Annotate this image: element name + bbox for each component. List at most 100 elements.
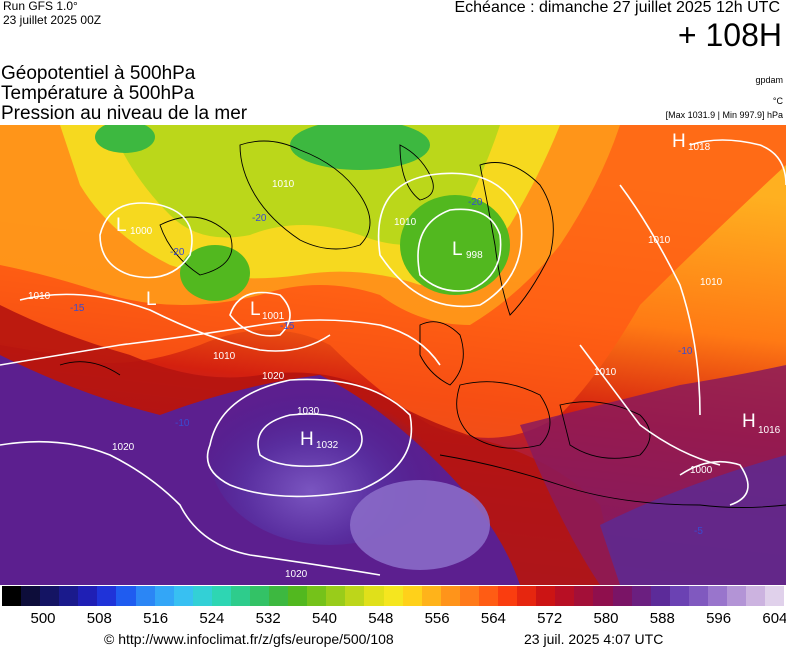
colorbar-swatch <box>574 586 594 606</box>
high-center: H <box>742 411 756 432</box>
colorbar-swatch <box>631 586 651 606</box>
colorbar-swatch <box>688 586 708 606</box>
low-center-value: 1001 <box>262 311 285 322</box>
unit-celsius: °C <box>772 96 783 106</box>
low-center-value: 998 <box>466 250 483 261</box>
isobars <box>0 139 786 576</box>
colorbar-tick-label: 556 <box>424 610 450 627</box>
colorbar-tick-label: 604 <box>762 610 786 627</box>
temperature-label: -10 <box>175 418 190 429</box>
isobar-label: 1000 <box>690 465 713 476</box>
colorbar-swatch <box>59 586 79 606</box>
isobar-label: 1010 <box>594 367 617 378</box>
colorbar-swatch <box>269 586 289 606</box>
run-label: Run GFS 1.0° <box>3 0 78 13</box>
colorbar-swatch <box>593 586 613 606</box>
colorbar-tick-label: 580 <box>593 610 619 627</box>
isobar-label: 1020 <box>285 569 308 580</box>
isobar-label: 1010 <box>648 235 671 246</box>
colorbar-swatch <box>536 586 556 606</box>
colorbar-swatch <box>288 586 308 606</box>
isobar-label: 1020 <box>262 371 285 382</box>
run-date: 23 juillet 2025 00Z <box>3 13 102 27</box>
colorbar-tick-label: 588 <box>649 610 675 627</box>
low-center-value: 1000 <box>130 226 153 237</box>
isobar-label: 1010 <box>700 277 723 288</box>
footer-credit: © http://www.infoclimat.fr/z/gfs/europe/… <box>104 631 394 647</box>
colorbar-swatch <box>402 586 422 606</box>
low-center: L <box>250 299 261 320</box>
colorbar-swatch <box>97 586 117 606</box>
weather-map: H 1032 H 1018 H 1016 L 1000 L 1001 L 998… <box>0 125 786 585</box>
isobar-label: 1010 <box>394 217 417 228</box>
colorbar-swatch <box>707 586 727 606</box>
colorbar-swatch <box>383 586 403 606</box>
temperature-label: -20 <box>468 197 483 208</box>
colorbar-swatch <box>726 586 747 606</box>
colorbar-swatch <box>78 586 98 606</box>
colorbar-swatch <box>517 586 537 606</box>
colorbar-labels: 500 508 516 524 532 540 548 556 564 572 580 588 596 6… <box>0 610 786 628</box>
colorbar-tick-label: 548 <box>368 610 394 627</box>
colorbar-swatch <box>746 586 766 606</box>
temperature-label: -20 <box>170 247 185 258</box>
lead-time: + 108H <box>677 17 782 53</box>
low-center: L <box>116 215 127 236</box>
forecast-valid-time: Echéance : dimanche 27 juillet 2025 12h … <box>454 0 780 16</box>
footer-date: 23 juil. 2025 4:07 UTC <box>524 631 664 647</box>
temperature-label: -20 <box>252 213 267 224</box>
pressure-extremes: [Max 1031.9 | Min 997.9] hPa <box>665 110 783 120</box>
colorbar-tick-label: 596 <box>706 610 732 627</box>
temperature-label: -15 <box>70 303 85 314</box>
colorbar-swatch <box>211 586 231 606</box>
colorbar <box>2 586 785 606</box>
colorbar-swatch <box>478 586 499 606</box>
colorbar-swatch <box>40 586 60 606</box>
colorbar-swatch <box>345 586 365 606</box>
colorbar-swatch <box>498 586 518 606</box>
isobar-label: 1010 <box>28 291 51 302</box>
colorbar-swatch <box>307 586 327 606</box>
high-center-value: 1018 <box>688 142 711 153</box>
colorbar-tick-label: 516 <box>143 610 169 627</box>
colorbar-swatch <box>459 586 479 606</box>
colorbar-swatch <box>669 586 689 606</box>
pressure-centers: H 1032 H 1018 H 1016 L 1000 L 1001 L 998… <box>116 131 781 451</box>
isobar-label: 1030 <box>297 406 320 417</box>
low-center: L <box>146 289 157 310</box>
isobar-label: 1010 <box>272 179 295 190</box>
colorbar-swatch <box>555 586 575 606</box>
temperature-label: -5 <box>694 526 703 537</box>
colorbar-swatch <box>192 586 212 606</box>
colorbar-swatch <box>421 586 441 606</box>
colorbar-tick-label: 524 <box>199 610 225 627</box>
colorbar-tick-label: 508 <box>86 610 112 627</box>
colorbar-swatch <box>116 586 136 606</box>
temperature-labels: -20 -20 -10 -20 -15 -15 -10 -5 <box>70 197 703 537</box>
isobar-labels: 1010 1010 1020 1030 1020 1020 1010 1010 … <box>28 179 723 580</box>
colorbar-swatch <box>765 586 785 606</box>
colorbar-swatch <box>230 586 251 606</box>
colorbar-tick-label: 500 <box>30 610 56 627</box>
unit-gpdam: gpdam <box>755 75 783 85</box>
colorbar-tick-label: 572 <box>537 610 563 627</box>
colorbar-swatch <box>21 586 41 606</box>
geopotential-field <box>0 125 786 585</box>
high-center: H <box>672 131 686 152</box>
colorbar-swatch <box>173 586 193 606</box>
colorbar-swatch <box>326 586 346 606</box>
colorbar-swatch <box>135 586 155 606</box>
temperature-label: -10 <box>678 346 693 357</box>
high-center: H <box>300 429 314 450</box>
isobar-label: 1020 <box>112 442 135 453</box>
title-pressure: Pression au niveau de la mer <box>1 103 248 124</box>
coastlines <box>59 140 786 508</box>
colorbar-tick-label: 540 <box>311 610 338 627</box>
colorbar-swatch <box>250 586 270 606</box>
colorbar-swatch <box>154 586 174 606</box>
temperature-label: -15 <box>280 321 295 332</box>
colorbar-tick-label: 532 <box>255 610 281 627</box>
colorbar-swatch <box>364 586 384 606</box>
colorbar-tick-label: 564 <box>480 610 506 627</box>
high-center-value: 1032 <box>316 440 339 451</box>
